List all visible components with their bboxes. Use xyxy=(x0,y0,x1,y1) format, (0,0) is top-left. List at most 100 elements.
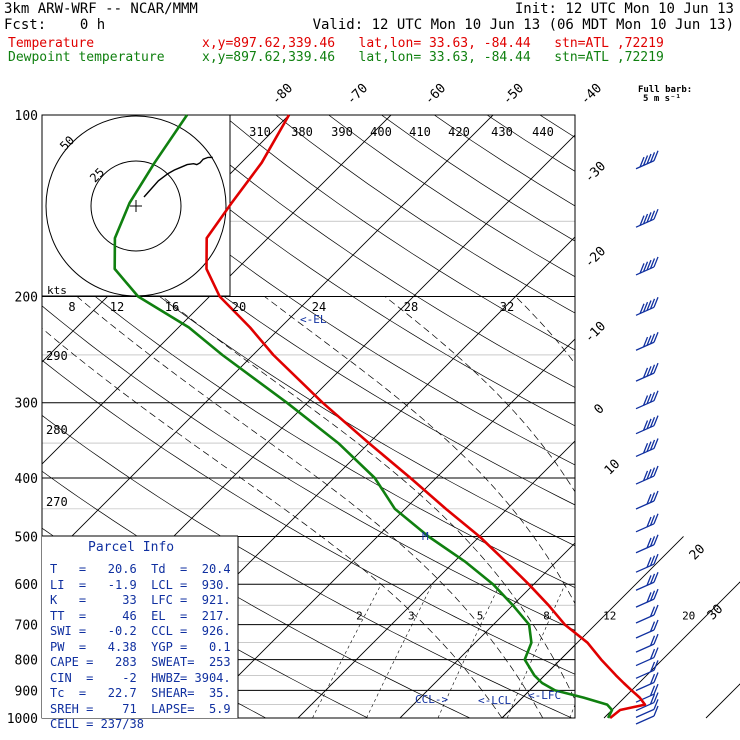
isotherm-label: -80 xyxy=(269,81,296,108)
parcel-row: SWI = -0.2 CCL = 926. xyxy=(50,624,231,638)
barb-legend-title: Full barb: xyxy=(638,85,693,95)
wind-barb xyxy=(635,150,659,170)
temperature-line xyxy=(205,114,647,720)
isotherm xyxy=(42,115,392,465)
dry-adiabat xyxy=(42,359,575,675)
wind-barb xyxy=(635,633,659,653)
dry-adiabat xyxy=(170,115,575,388)
pressure-label-600: 600 xyxy=(15,578,38,593)
forecast-hour: Fcst: 0 h xyxy=(4,17,106,33)
wind-barb xyxy=(635,534,659,554)
isotherm xyxy=(42,115,494,567)
wind-barb xyxy=(635,660,659,679)
theta-label: 410 xyxy=(409,125,431,139)
parcel-row: CIN = -2 HWBZ= 3904. xyxy=(50,670,231,685)
isotherm-label: 20 xyxy=(687,542,709,564)
isotherm-ext xyxy=(603,581,740,719)
dry-adiabat xyxy=(64,115,575,466)
theta-e-label: 16 xyxy=(165,300,179,314)
wind-barb xyxy=(635,553,659,573)
dry-adiabat xyxy=(117,115,575,427)
hodograph-trace xyxy=(143,156,213,198)
theta-e-label: 24 xyxy=(312,300,326,314)
isotherm xyxy=(195,338,575,718)
mixing-ratio-label: 3 xyxy=(408,610,415,623)
wind-barb xyxy=(635,513,659,533)
pressure-label-500: 500 xyxy=(15,530,38,545)
dry-adiabat xyxy=(328,115,575,278)
mixing-ratio-label: 12 xyxy=(603,610,616,623)
pressure-label-100: 100 xyxy=(15,109,38,124)
wind-barb xyxy=(635,647,659,667)
parcel-marker: M xyxy=(422,530,429,543)
pressure-label-700: 700 xyxy=(15,619,38,634)
isotherm-label: -50 xyxy=(500,81,527,108)
parcel-row: Tc = 22.7 SHEAR= 35. xyxy=(50,686,231,700)
isotherm-label: -40 xyxy=(578,81,605,108)
mixing-ratio-label: 2 xyxy=(356,610,363,623)
parcel-info-title: Parcel Info xyxy=(88,540,175,555)
isotherm xyxy=(399,542,575,718)
theta-left-label: 270 xyxy=(46,495,68,509)
theta-label: 430 xyxy=(491,125,513,139)
parcel-row: T = 20.6 Td = 20.4 xyxy=(50,562,231,576)
dry-adiabat xyxy=(42,144,575,506)
dry-adiabat xyxy=(42,305,575,631)
isotherm-ext xyxy=(705,683,740,719)
level-label-lcl: <-LCL xyxy=(478,694,511,707)
temperature-location: x,y=897.62,339.46 lat,lon= 33.63, -84.44… xyxy=(202,36,664,51)
isotherm-label: -70 xyxy=(344,81,371,108)
wind-barb xyxy=(635,415,659,435)
dry-adiabat xyxy=(593,115,740,718)
wind-barb xyxy=(635,619,659,639)
hodograph-ring xyxy=(90,160,182,252)
mixing-ratio-label: 5 xyxy=(477,610,484,623)
hodograph-units: kts xyxy=(47,284,67,297)
wind-barb xyxy=(635,465,659,485)
dry-adiabat xyxy=(275,115,575,314)
isotherm-label: 0 xyxy=(591,401,607,417)
theta-left-label: 280 xyxy=(46,423,68,437)
temperature-legend: Temperature xyxy=(8,36,95,51)
wind-barbs xyxy=(635,150,659,725)
theta-label: 420 xyxy=(448,125,470,139)
level-label-ccl: CCL-> xyxy=(415,693,448,706)
model-title: 3km ARW-WRF -- NCAR/MMM xyxy=(4,1,198,17)
theta-label: 380 xyxy=(291,125,313,139)
mixing-ratio-line xyxy=(312,584,382,718)
parcel-row: LI = -1.9 LCL = 930. xyxy=(50,577,231,592)
pressure-label-400: 400 xyxy=(15,472,38,487)
wind-barb xyxy=(635,672,659,692)
dry-adiabat xyxy=(486,115,575,172)
theta-label: 440 xyxy=(532,125,554,139)
sounding-profiles xyxy=(113,114,647,720)
theta-e-label: 8 xyxy=(68,300,75,314)
init-time: Init: 12 UTC Mon 10 Jun 13 xyxy=(514,1,734,17)
wind-barb xyxy=(635,588,659,608)
wind-barb xyxy=(635,683,659,703)
isotherm xyxy=(501,644,575,718)
pressure-label-200: 200 xyxy=(15,291,38,306)
wind-barb xyxy=(635,438,659,458)
theta-e-label: 20 xyxy=(232,300,246,314)
wind-barb xyxy=(635,362,659,382)
parcel-row: SREH = 71 LAPSE= 5.9 xyxy=(50,701,231,716)
parcel-box-bg xyxy=(42,536,238,718)
pressure-label-800: 800 xyxy=(15,654,38,669)
plot-frame xyxy=(41,114,576,719)
mixing-ratio-label: 20 xyxy=(682,610,695,623)
pressure-label-1000: 1000 xyxy=(7,712,38,727)
wind-barb xyxy=(635,604,659,624)
dry-adiabat xyxy=(646,115,740,718)
theta-e-label: 28 xyxy=(404,300,418,314)
isotherm xyxy=(706,115,740,718)
mixing-ratio-label: 8 xyxy=(543,610,550,623)
parcel-row: CAPE = 283 SWEAT= 253 xyxy=(50,655,231,669)
isotherm xyxy=(604,115,740,718)
mixing-ratio-line xyxy=(437,584,501,718)
isotherm-label: -30 xyxy=(582,159,609,186)
wind-barb xyxy=(635,705,659,725)
